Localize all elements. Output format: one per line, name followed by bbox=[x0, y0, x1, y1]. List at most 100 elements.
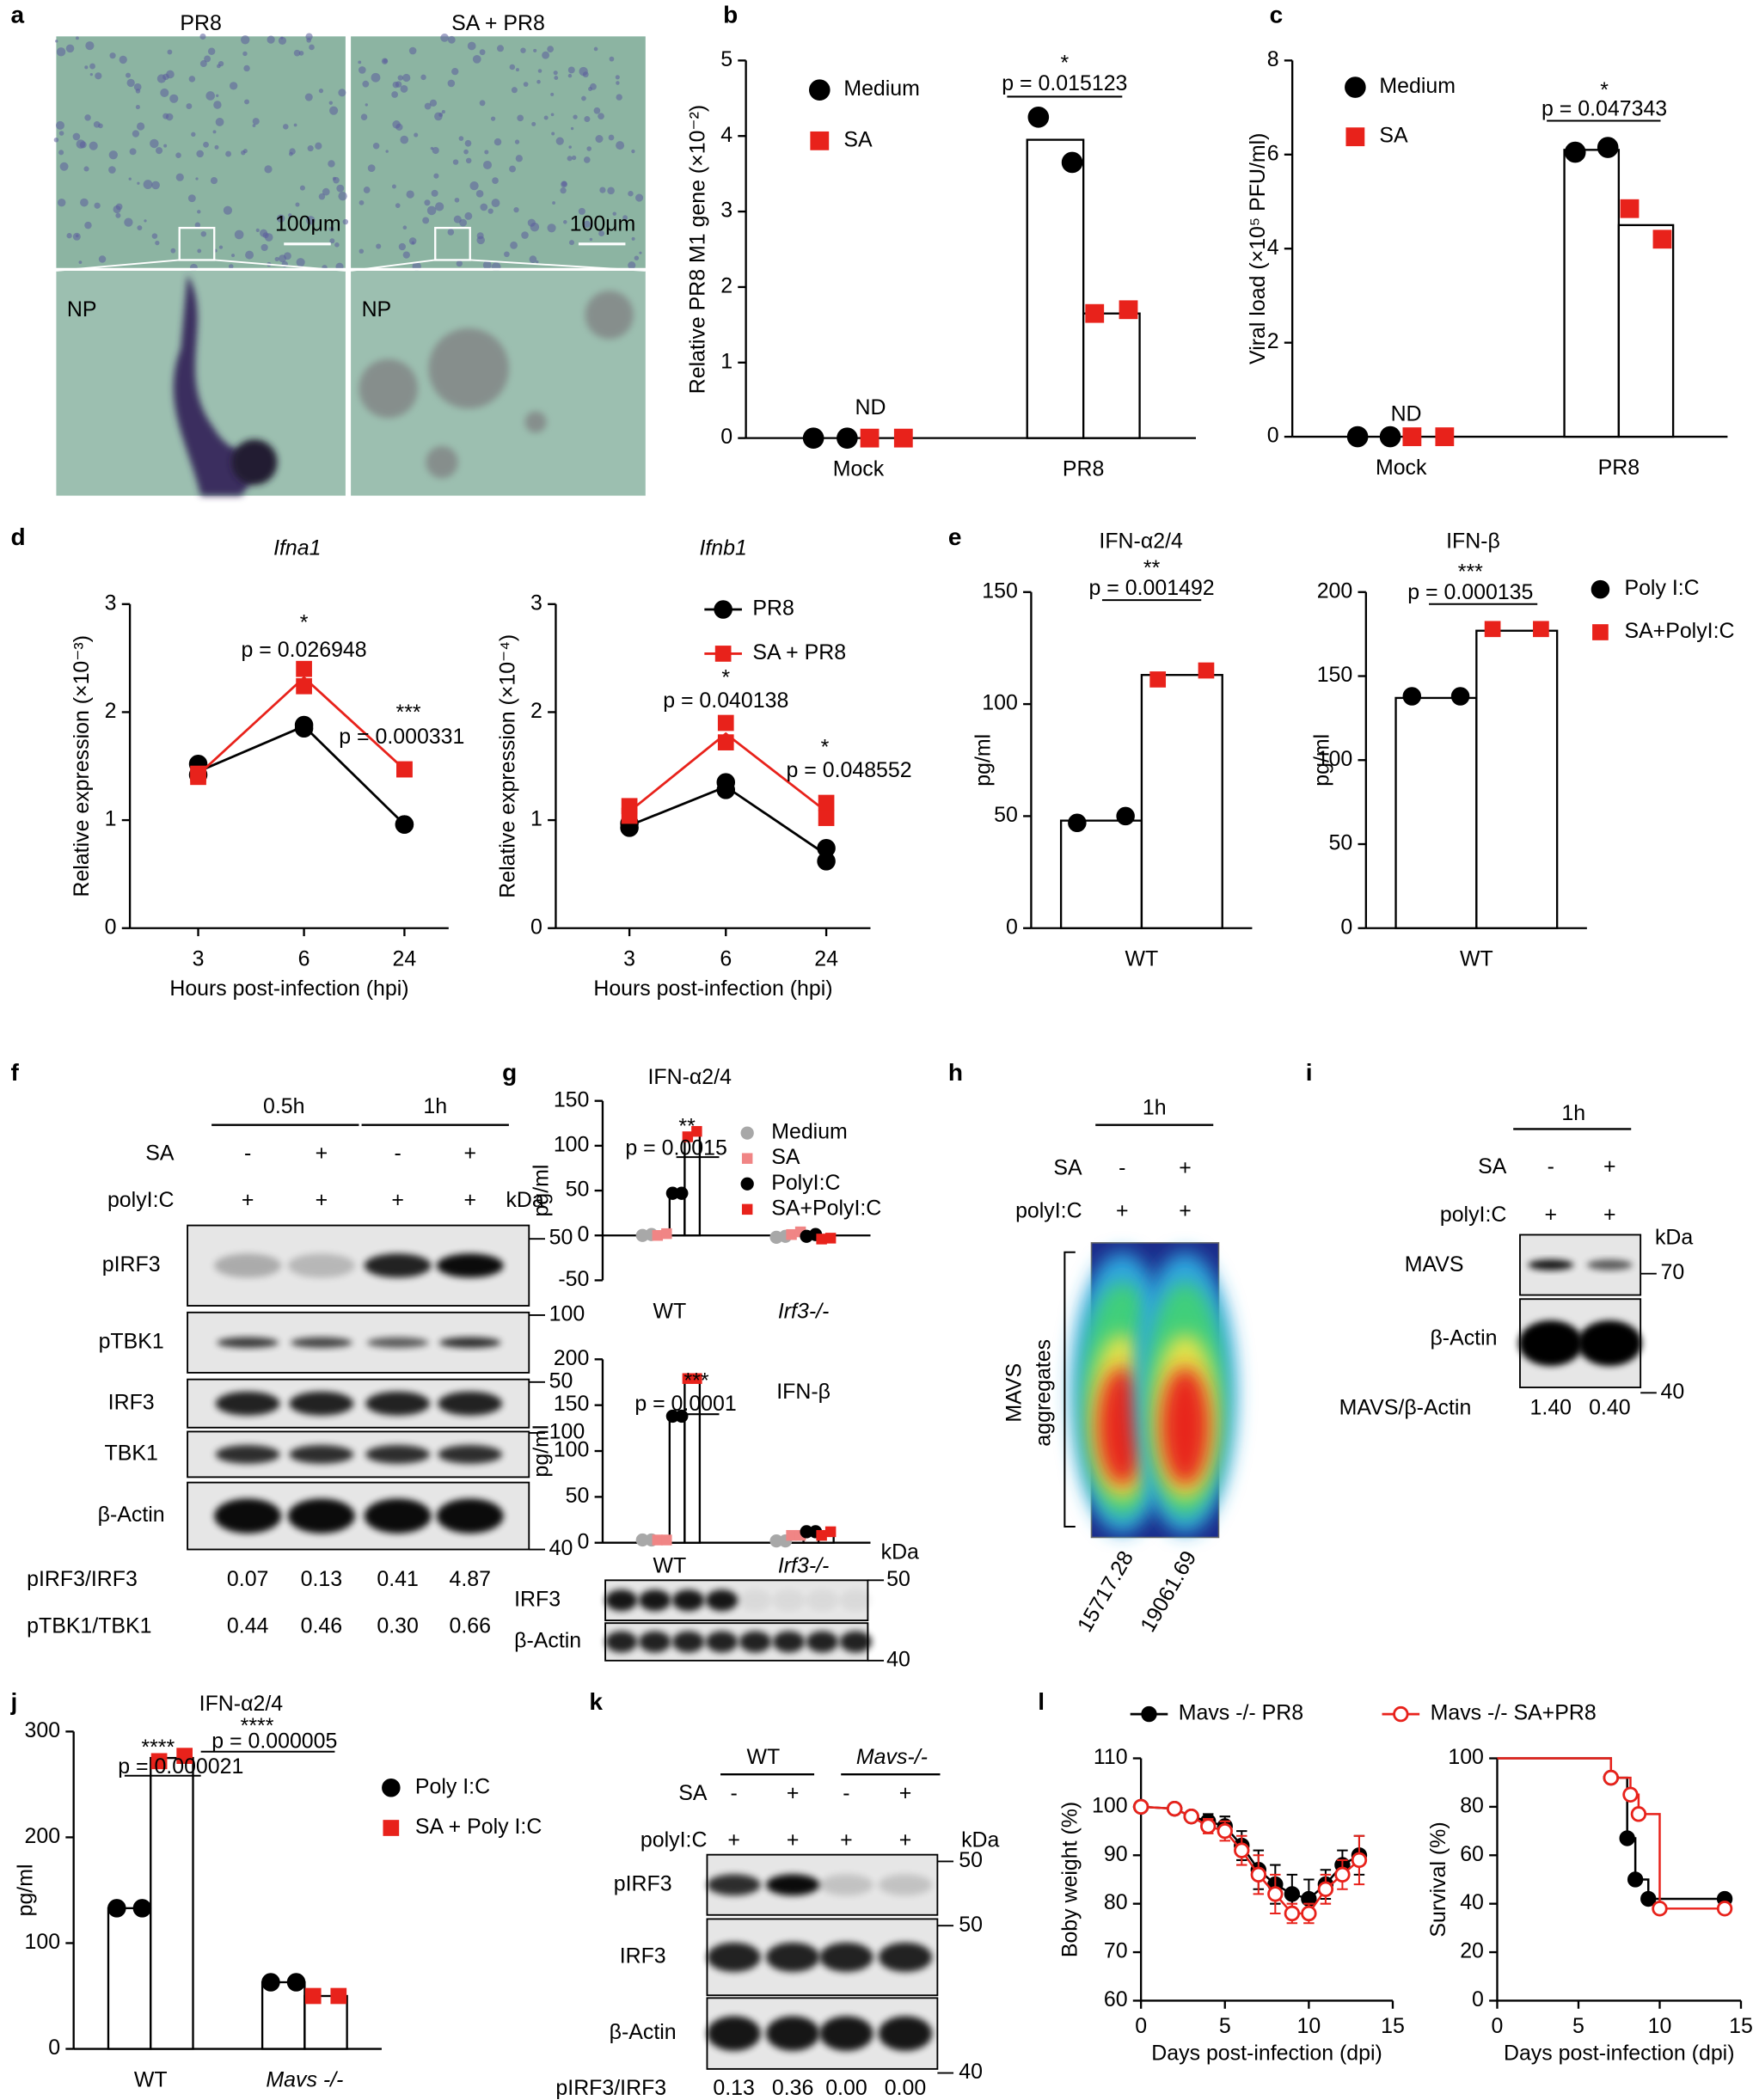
condition-mark: + bbox=[316, 1142, 328, 1166]
cell bbox=[94, 202, 101, 209]
point bbox=[717, 734, 734, 750]
bar bbox=[668, 1415, 686, 1544]
cell bbox=[309, 44, 315, 51]
annotation: p = 0.000021 bbox=[118, 1754, 243, 1779]
panel-label: j bbox=[9, 1688, 17, 1715]
y-tick-label: 150 bbox=[982, 579, 1018, 603]
cell bbox=[400, 135, 409, 144]
band bbox=[671, 1631, 705, 1653]
condition-mark: + bbox=[1603, 1203, 1616, 1227]
band bbox=[214, 1253, 282, 1278]
cell bbox=[213, 101, 222, 109]
cell bbox=[225, 150, 232, 157]
condition-mark: + bbox=[316, 1188, 328, 1212]
aggregate-label: MAVS bbox=[1002, 1363, 1026, 1423]
cell bbox=[359, 248, 365, 254]
band bbox=[819, 1942, 873, 1972]
cell bbox=[517, 114, 524, 122]
legend-label: SA+PolyI:C bbox=[771, 1196, 881, 1220]
cell bbox=[296, 258, 305, 267]
y-tick-label: 50 bbox=[566, 1178, 590, 1202]
cell bbox=[306, 38, 312, 43]
cell bbox=[304, 93, 313, 101]
point bbox=[717, 714, 734, 732]
band bbox=[819, 2016, 873, 2051]
cell bbox=[218, 245, 224, 249]
cell bbox=[536, 79, 541, 84]
cell bbox=[391, 184, 396, 189]
y-tick-label: 60 bbox=[1104, 1987, 1128, 2011]
panel-label: f bbox=[10, 1059, 19, 1086]
band bbox=[1586, 1259, 1633, 1270]
point bbox=[1301, 1905, 1317, 1922]
ladder-label: 40 bbox=[959, 2060, 983, 2084]
y-tick-label: 6 bbox=[1267, 141, 1279, 165]
cell bbox=[175, 152, 181, 158]
cell bbox=[533, 48, 537, 52]
cell bbox=[65, 44, 75, 53]
stain-label: NP bbox=[362, 297, 392, 321]
cell bbox=[585, 291, 634, 340]
annotation: ** bbox=[678, 1114, 696, 1138]
cell bbox=[165, 113, 174, 121]
cell bbox=[280, 36, 284, 40]
unit-label: kDa bbox=[506, 1188, 543, 1212]
annotation: ** bbox=[1143, 556, 1161, 580]
point bbox=[740, 1177, 754, 1191]
x-tick-label: WT bbox=[1125, 947, 1159, 971]
band bbox=[878, 1942, 933, 1972]
y-tick-label: 50 bbox=[1329, 831, 1353, 855]
cell bbox=[622, 215, 628, 221]
point bbox=[1068, 813, 1087, 832]
cell bbox=[635, 193, 644, 202]
point bbox=[1592, 624, 1609, 640]
legend-label: SA + PR8 bbox=[752, 640, 846, 664]
band bbox=[765, 1874, 820, 1896]
cell bbox=[595, 135, 604, 144]
quant-label: pIRF3/IRF3 bbox=[555, 2076, 666, 2100]
point bbox=[1533, 621, 1549, 638]
condition-label: polyI:C bbox=[1015, 1199, 1082, 1223]
band-label: β-Actin bbox=[514, 1629, 581, 1653]
bar bbox=[1140, 674, 1223, 929]
band bbox=[215, 1445, 280, 1464]
cell bbox=[479, 49, 486, 56]
condition-mark: + bbox=[463, 1188, 476, 1212]
panel-label: i bbox=[1306, 1059, 1313, 1086]
condition-mark: + bbox=[1545, 1203, 1558, 1227]
cell bbox=[137, 181, 140, 185]
x-tick-label: 15 bbox=[1729, 2014, 1753, 2038]
cell bbox=[109, 52, 116, 59]
scale-bar-label: 100μm bbox=[275, 212, 341, 236]
chart-title: IFN-α2/4 bbox=[647, 1065, 732, 1089]
cell bbox=[229, 82, 238, 90]
point bbox=[661, 1228, 672, 1240]
cell bbox=[593, 46, 598, 52]
cell bbox=[381, 58, 389, 64]
y-tick-label: 0 bbox=[1340, 915, 1352, 939]
cell bbox=[515, 155, 523, 162]
point bbox=[1166, 1800, 1183, 1817]
y-tick-label: 110 bbox=[1094, 1745, 1128, 1769]
cell bbox=[85, 41, 95, 51]
cell bbox=[493, 138, 502, 146]
cell bbox=[520, 47, 526, 53]
y-axis-title: Relative expression (×10⁻³) bbox=[70, 635, 94, 897]
x-axis-title: Hours post-infection (hpi) bbox=[169, 977, 408, 1001]
band bbox=[819, 1874, 873, 1896]
point bbox=[296, 677, 312, 695]
cell bbox=[428, 328, 509, 409]
band bbox=[364, 1498, 432, 1534]
condition-label: polyI:C bbox=[1440, 1203, 1507, 1227]
legend-label: Medium bbox=[771, 1120, 848, 1144]
cell bbox=[482, 260, 492, 270]
x-tick-label: 24 bbox=[814, 947, 838, 971]
y-tick-label: 40 bbox=[1460, 1890, 1484, 1914]
cell bbox=[429, 99, 438, 107]
cell bbox=[132, 130, 140, 138]
x-tick-label: WT bbox=[653, 1553, 686, 1577]
point bbox=[107, 1899, 126, 1918]
y-tick-label: 80 bbox=[1104, 1890, 1128, 1914]
condition-label: SA bbox=[145, 1142, 175, 1166]
legend-label: Poly I:C bbox=[1624, 576, 1699, 600]
